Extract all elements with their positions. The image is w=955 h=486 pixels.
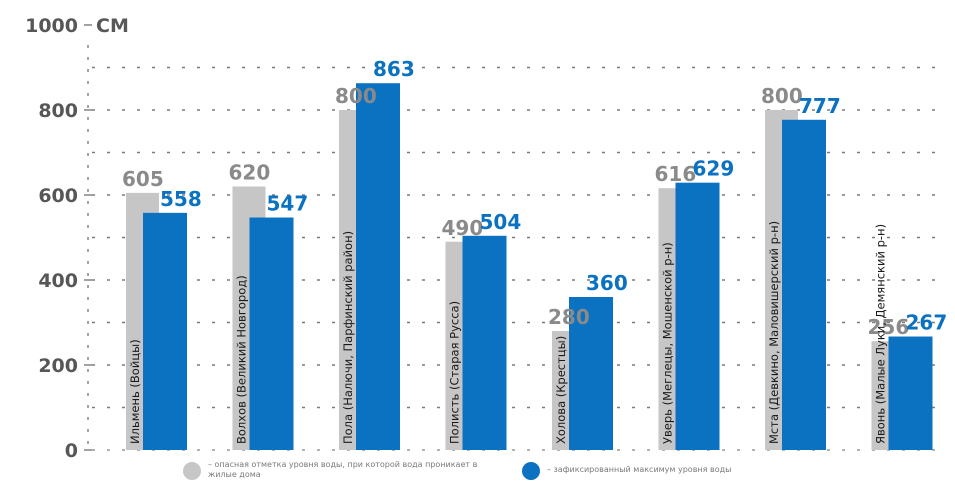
bars — [126, 83, 933, 451]
value-label-max: 547 — [267, 192, 309, 216]
value-label-danger: 800 — [761, 84, 803, 108]
value-label-max: 267 — [906, 311, 948, 335]
bar-max-level — [782, 119, 826, 451]
y-tick-label: 200 — [38, 355, 78, 377]
category-label: Волхов (Великий Новгород) — [235, 275, 249, 444]
value-label-danger: 490 — [442, 216, 484, 240]
value-label-danger: 620 — [229, 161, 271, 185]
category-label: Ильмень (Войцы) — [128, 339, 142, 444]
category-label: Холова (Крестцы) — [554, 336, 568, 444]
value-label-danger: 616 — [655, 162, 697, 186]
bar-max-level — [356, 83, 400, 450]
bar-max-level — [462, 235, 507, 450]
legend-text-gray: – опасная отметка уровня воды, при котор… — [208, 460, 478, 479]
value-label-max: 360 — [586, 271, 628, 295]
category-label: Пола (Налючи, Парфинский район) — [341, 231, 355, 444]
bar-max-level — [249, 217, 294, 450]
y-unit-label: СМ — [96, 15, 129, 37]
y-tick-label: 0 — [65, 440, 78, 462]
value-label-danger: 800 — [335, 84, 377, 108]
legend-dot-blue — [522, 462, 540, 480]
category-label: Полисть (Старая Русса) — [448, 301, 462, 444]
value-label-max: 777 — [799, 94, 841, 118]
y-tick-label: 400 — [38, 270, 78, 292]
bar-max-level — [675, 182, 720, 451]
y-tick-label: 600 — [38, 185, 78, 207]
y-tick-label: 800 — [38, 100, 78, 122]
value-label-max: 558 — [160, 187, 202, 211]
value-label-max: 629 — [693, 157, 735, 181]
category-label: Явонь (Малые Луки, Демянский р-н) — [874, 224, 888, 444]
legend-dot-gray — [183, 462, 201, 480]
value-label-danger: 280 — [548, 305, 590, 329]
value-label-max: 504 — [480, 210, 522, 234]
bar-max-level — [569, 297, 613, 450]
bar-max-level — [143, 212, 187, 450]
bar-max-level — [888, 336, 933, 450]
value-label-danger: 256 — [868, 315, 910, 339]
category-label: Мста (Девкино, Маловишерский р-н) — [767, 221, 781, 444]
category-labels: Ильмень (Войцы) Волхов (Великий Новгород)… — [128, 221, 888, 444]
value-labels: 6055586205478008634905042803606166298007… — [122, 57, 947, 339]
value-label-danger: 605 — [122, 167, 164, 191]
y-axis: 0 200 400 600 800 1000 СМ — [25, 15, 129, 462]
legend-text-blue: – зафиксированный максимум уровня воды — [547, 465, 732, 474]
y-tick-label: 1000 — [25, 15, 78, 37]
value-label-max: 863 — [373, 57, 415, 81]
category-label: Уверь (Меглецы, Мошенской р-н) — [661, 242, 675, 444]
